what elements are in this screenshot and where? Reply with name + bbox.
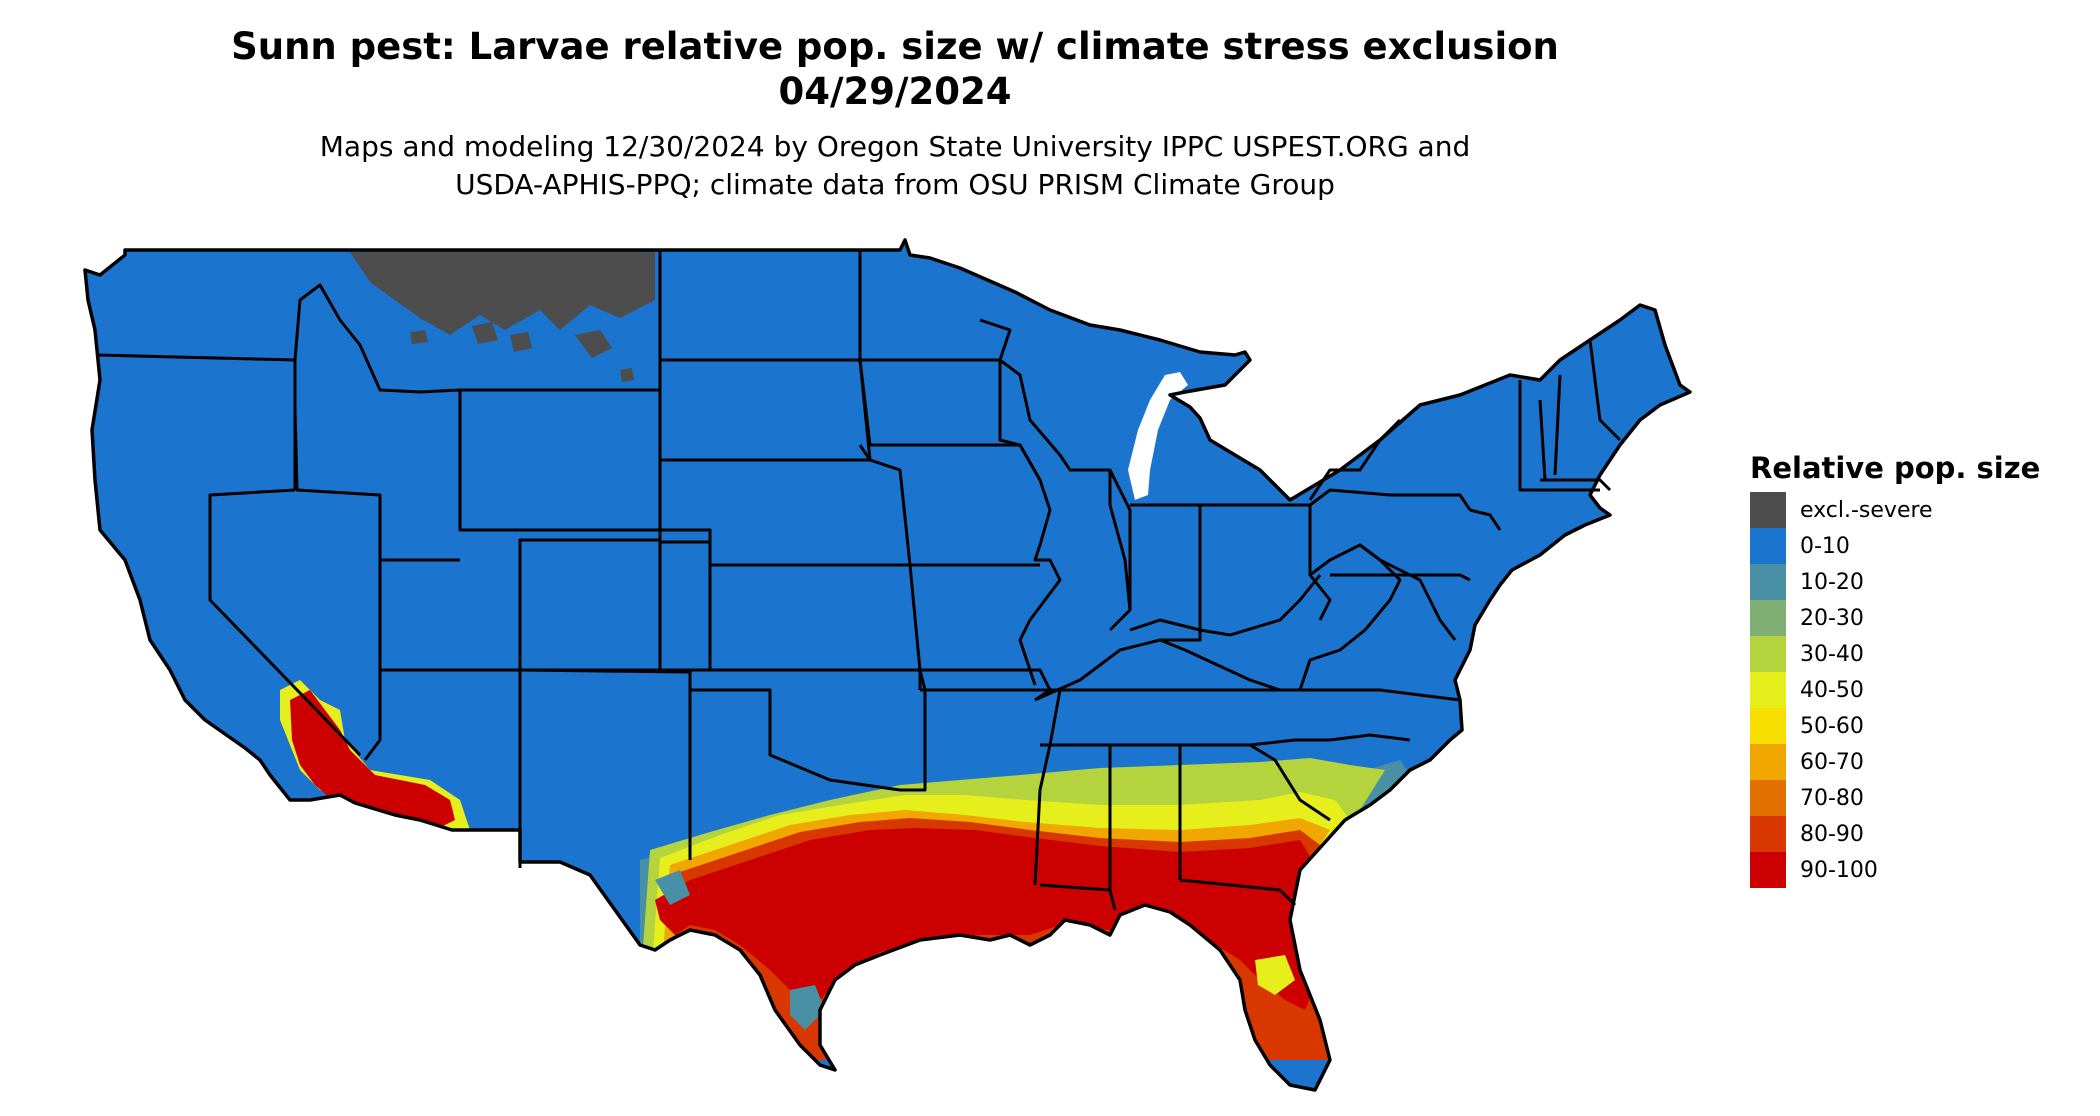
legend-label: 0-10 xyxy=(1800,533,1850,559)
legend-swatch xyxy=(1750,600,1786,636)
legend-label: 60-70 xyxy=(1800,749,1864,775)
legend-swatch xyxy=(1750,636,1786,672)
legend-item: 80-90 xyxy=(1750,816,2040,852)
excluded-patch xyxy=(510,332,532,352)
risk-band-90-100 xyxy=(655,828,1315,1010)
legend-label: 30-40 xyxy=(1800,641,1864,667)
legend-item: 50-60 xyxy=(1750,708,2040,744)
legend-item: excl.-severe xyxy=(1750,492,2040,528)
legend-item: 40-50 xyxy=(1750,672,2040,708)
excluded-zone-montana xyxy=(350,252,655,335)
legend-swatch xyxy=(1750,528,1786,564)
legend-item: 20-30 xyxy=(1750,600,2040,636)
legend-title: Relative pop. size xyxy=(1750,451,2041,485)
legend-swatch xyxy=(1750,708,1786,744)
state-borders xyxy=(96,250,1622,1071)
excluded-patch xyxy=(620,368,634,382)
excluded-patch xyxy=(575,330,612,358)
legend-label: 70-80 xyxy=(1800,785,1864,811)
legend-swatch xyxy=(1750,672,1786,708)
legend-item: 70-80 xyxy=(1750,780,2040,816)
credits-line-2: USDA-APHIS-PPQ; climate data from OSU PR… xyxy=(455,168,1335,201)
legend-label: 90-100 xyxy=(1800,857,1878,883)
map-date: 04/29/2024 xyxy=(778,70,1012,113)
us-landmass xyxy=(85,240,1690,1090)
legend-label: 10-20 xyxy=(1800,569,1864,595)
legend-swatch xyxy=(1750,492,1786,528)
legend-label: 20-30 xyxy=(1800,605,1864,631)
legend-label: 40-50 xyxy=(1800,677,1864,703)
legend-items: excl.-severe 0-10 10-20 20-30 30-40 40-50 50-6… xyxy=(1750,492,2040,888)
legend-swatch xyxy=(1750,564,1786,600)
risk-spot-west-texas xyxy=(655,870,690,905)
credits-line-1: Maps and modeling 12/30/2024 by Oregon S… xyxy=(319,130,1471,163)
legend-label: 50-60 xyxy=(1800,713,1864,739)
legend-item: 90-100 xyxy=(1750,852,2040,888)
legend-swatch xyxy=(1750,744,1786,780)
legend-item: 60-70 xyxy=(1750,744,2040,780)
legend-swatch xyxy=(1750,816,1786,852)
legend-swatch xyxy=(1750,852,1786,888)
us-map xyxy=(83,238,1692,1092)
risk-spot-south-texas xyxy=(790,985,825,1030)
lake-michigan xyxy=(1128,372,1188,500)
legend: Relative pop. size excl.-severe 0-10 10-20… xyxy=(1750,450,2040,888)
legend-item: 30-40 xyxy=(1750,636,2040,672)
legend-label: 80-90 xyxy=(1800,821,1864,847)
excluded-patch xyxy=(472,322,498,344)
map-title: Sunn pest: Larvae relative pop. size w/ … xyxy=(231,25,1559,68)
excluded-patch xyxy=(410,330,428,344)
risk-spot-florida xyxy=(1255,955,1295,995)
legend-item: 10-20 xyxy=(1750,564,2040,600)
legend-swatch xyxy=(1750,780,1786,816)
legend-label: excl.-severe xyxy=(1800,497,1933,523)
legend-item: 0-10 xyxy=(1750,528,2040,564)
